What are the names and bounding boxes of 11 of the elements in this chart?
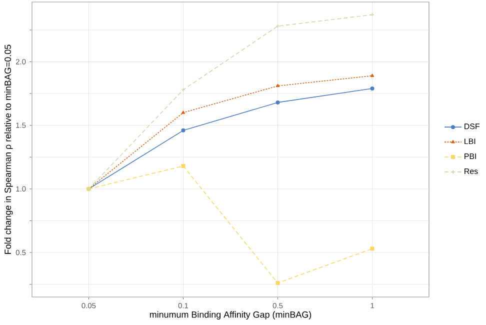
point — [276, 84, 280, 88]
point — [276, 100, 280, 104]
point — [370, 246, 374, 251]
y-axis-title: Fold change in Spearman ρ relative to minBAG=0.05 — [4, 44, 13, 254]
point — [181, 110, 186, 114]
x-axis-title: minumum Binding Affinity Gap (minBAG) — [150, 311, 312, 320]
point — [181, 128, 186, 132]
point — [370, 74, 374, 77]
point — [181, 164, 186, 168]
point — [276, 281, 280, 286]
point — [370, 86, 374, 90]
